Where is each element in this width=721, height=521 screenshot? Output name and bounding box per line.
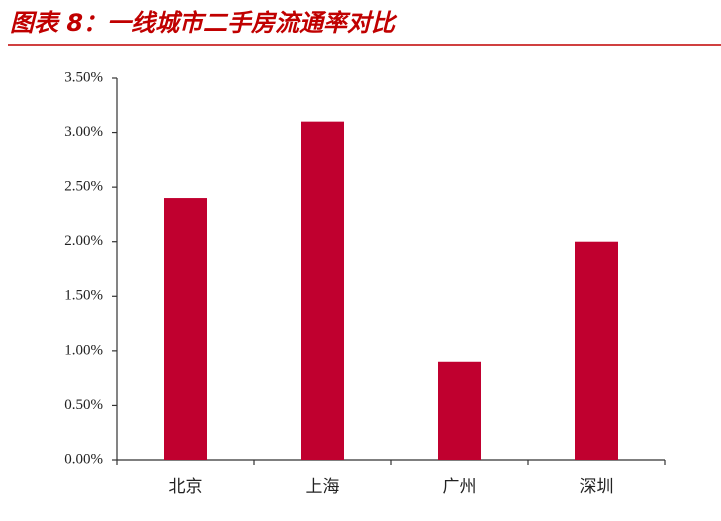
y-tick-label: 1.50% xyxy=(64,288,103,304)
bar xyxy=(438,361,481,460)
bar xyxy=(575,241,618,460)
y-tick-label: 2.50% xyxy=(64,179,103,195)
bar xyxy=(164,198,207,461)
y-tick-label: 3.50% xyxy=(64,69,103,85)
bar xyxy=(301,121,344,461)
chart-title: 图表 8：一线城市二手房流通率对比 xyxy=(10,9,398,37)
x-tick-label: 上海 xyxy=(306,477,340,496)
y-tick-label: 1.00% xyxy=(64,342,103,358)
y-tick-label: 0.00% xyxy=(64,451,103,467)
x-tick-label: 广州 xyxy=(443,477,477,496)
y-tick-label: 0.50% xyxy=(64,397,103,413)
x-tick-label: 深圳 xyxy=(580,477,614,496)
y-tick-label: 2.00% xyxy=(64,233,103,249)
x-tick-label: 北京 xyxy=(169,477,203,496)
y-tick-label: 3.00% xyxy=(64,124,103,140)
